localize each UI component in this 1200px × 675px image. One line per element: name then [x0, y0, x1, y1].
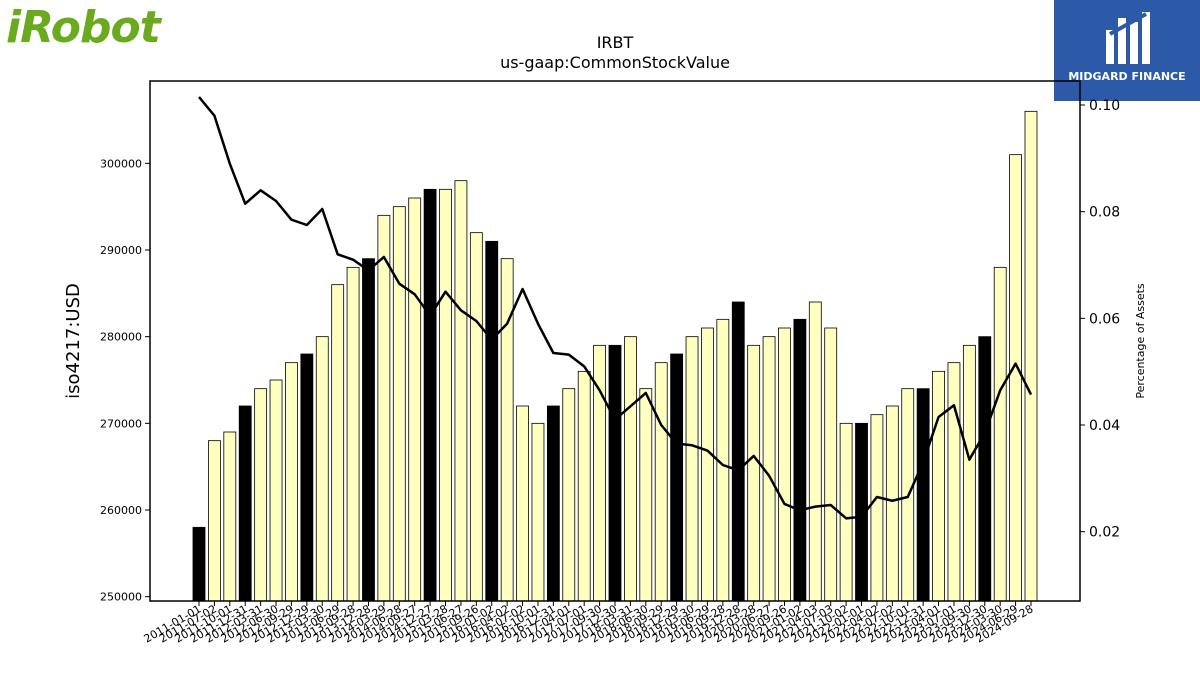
chart-title: IRBT	[597, 33, 634, 52]
bar	[223, 431, 237, 602]
bar	[947, 362, 961, 602]
plot-frame	[149, 80, 1081, 602]
bar	[546, 405, 560, 602]
y-tick-label: 290000	[100, 244, 142, 257]
bar	[978, 336, 992, 602]
bar	[577, 370, 591, 602]
midgard-finance-logo: MIDGARD FINANCE	[1054, 0, 1200, 101]
bar	[685, 336, 699, 602]
chart-subtitle: us-gaap:CommonStockValue	[500, 53, 730, 72]
bar	[362, 258, 375, 602]
bar	[624, 336, 637, 602]
bar	[731, 301, 745, 602]
bar	[701, 327, 714, 602]
bar	[531, 422, 545, 602]
bar	[254, 388, 268, 602]
bar	[423, 188, 437, 602]
x-axis: 2011-01-012011-07-022011-10-012011-12-31…	[142, 601, 1036, 646]
y2-tick-label: 0.04	[1089, 418, 1120, 434]
bar	[993, 266, 1007, 602]
bar	[793, 318, 807, 602]
bar	[315, 336, 329, 602]
bar	[377, 214, 391, 602]
bar	[285, 362, 298, 602]
y-axis-left: 250000 260000 270000 280000 290000 300000	[100, 157, 150, 604]
bar	[300, 353, 314, 602]
bar	[331, 284, 345, 602]
bar	[885, 405, 899, 602]
midgard-emblem-icon	[1106, 12, 1150, 64]
y2-axis-label: Percentage of Assets	[1134, 283, 1147, 399]
midgard-finance-text: MIDGARD FINANCE	[1068, 70, 1186, 83]
bar	[1024, 110, 1038, 602]
y2-tick-label: 0.02	[1089, 525, 1120, 541]
irobot-logo: iRobot	[6, 2, 161, 53]
bar-series	[192, 110, 1038, 602]
bar	[870, 414, 884, 602]
bar	[824, 327, 838, 602]
percentage-line	[198, 96, 1033, 520]
y-tick-label: 250000	[100, 591, 142, 604]
y-axis-right: 0.02 0.04 0.06 0.08 0.10	[1080, 98, 1120, 541]
bar	[839, 422, 853, 602]
y-tick-label: 270000	[100, 417, 142, 430]
y-tick-label: 260000	[100, 504, 142, 517]
y2-tick-label: 0.10	[1089, 98, 1120, 114]
percentage-line-series	[198, 96, 1033, 520]
bar	[469, 232, 483, 602]
bar	[932, 370, 945, 602]
bar	[346, 266, 360, 602]
bar	[500, 258, 514, 602]
bar	[1009, 154, 1022, 602]
y2-tick-label: 0.08	[1089, 205, 1120, 221]
bar	[639, 388, 653, 602]
bar	[916, 388, 930, 602]
bar	[808, 301, 822, 602]
bar	[485, 240, 499, 602]
bar	[208, 440, 221, 602]
bar	[269, 379, 283, 602]
bar	[238, 405, 252, 602]
bar	[747, 344, 761, 602]
bar	[562, 388, 576, 602]
bar	[192, 526, 206, 602]
y2-tick-label: 0.06	[1089, 311, 1120, 327]
bar	[408, 197, 422, 602]
bar	[516, 405, 529, 602]
bar	[670, 353, 684, 602]
bar	[439, 188, 452, 602]
bar	[654, 362, 668, 602]
bar	[778, 327, 791, 602]
bar	[608, 344, 622, 602]
bar	[392, 206, 406, 602]
y-tick-label: 300000	[100, 157, 142, 170]
y-tick-label: 280000	[100, 331, 142, 344]
bar	[454, 180, 468, 602]
bar	[962, 344, 976, 602]
y-axis-label: iso4217:USD	[63, 283, 84, 399]
